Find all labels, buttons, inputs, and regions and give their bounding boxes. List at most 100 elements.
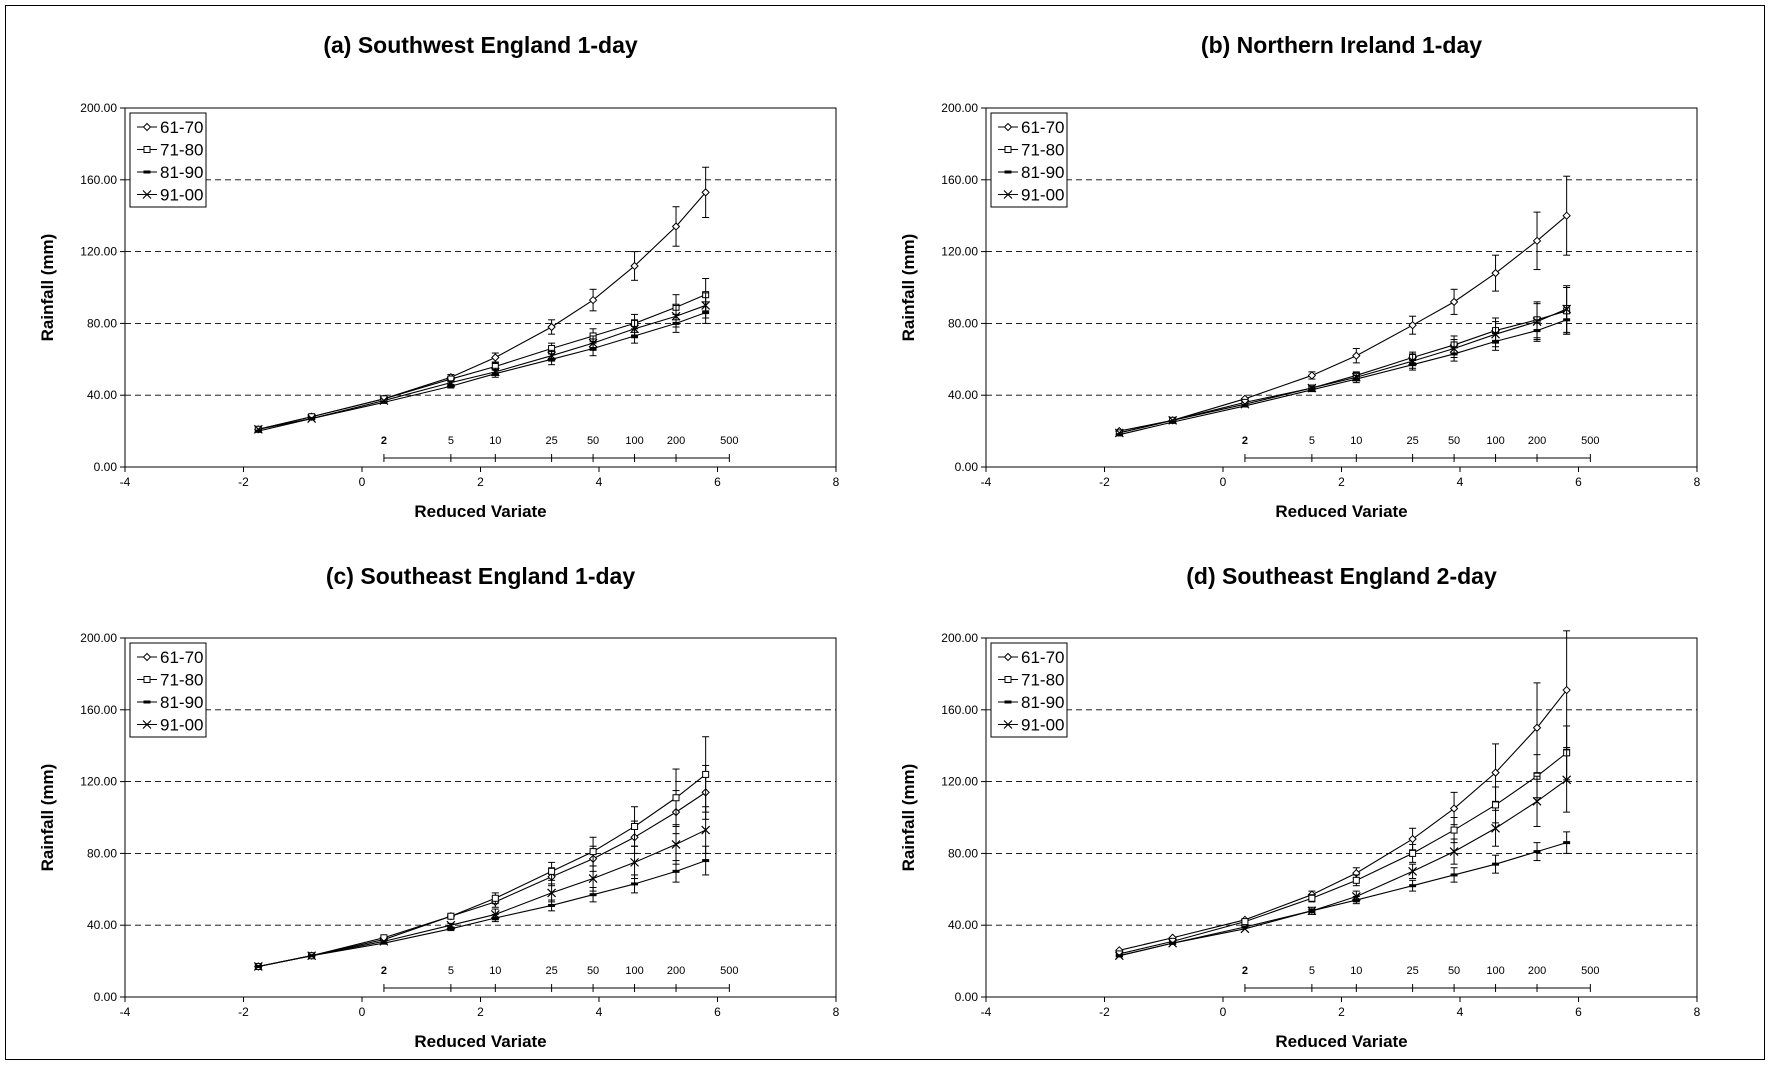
data-point — [1449, 847, 1459, 857]
y-axis-label: Rainfall (mm) — [38, 764, 57, 872]
data-point — [630, 261, 639, 271]
legend-label: 91-00 — [1021, 716, 1064, 735]
data-point — [1491, 329, 1500, 339]
data-point — [589, 848, 597, 856]
y-tick-label: 200.00 — [80, 101, 117, 115]
data-point — [1449, 804, 1459, 813]
data-point — [588, 874, 598, 883]
data-point — [1562, 775, 1572, 785]
return-period-label: 25 — [1406, 435, 1418, 447]
y-tick-label: 0.00 — [94, 990, 118, 1004]
x-tick-label: -4 — [120, 1005, 131, 1019]
chart-title: (b) Northern Ireland 1-day — [1201, 32, 1482, 58]
y-tick-label: 160.00 — [941, 173, 978, 187]
return-period-label: 5 — [448, 965, 454, 977]
data-point — [446, 378, 456, 388]
legend-label: 61-70 — [160, 118, 203, 137]
data-point — [547, 888, 557, 898]
data-point — [490, 367, 500, 377]
x-tick-label: 2 — [1338, 1005, 1345, 1019]
y-tick-label: 160.00 — [80, 703, 117, 717]
data-point — [253, 962, 263, 971]
data-point — [491, 353, 500, 362]
chart-panel-d: (d) Southeast England 2-day 0.00 40.00 80.0… — [899, 563, 1701, 1051]
return-period-label: 25 — [1406, 965, 1418, 977]
data-point — [701, 825, 711, 835]
data-point — [143, 146, 151, 153]
x-tick-label: 6 — [1575, 475, 1582, 489]
series-line — [258, 192, 707, 430]
series-line — [1119, 689, 1568, 951]
y-tick-label: 80.00 — [87, 316, 117, 330]
chart-panel-c: (c) Southeast England 1-day 0.00 40.00 80.0… — [38, 563, 840, 1051]
series-61-70 — [1115, 630, 1571, 955]
series-81-90 — [1115, 304, 1571, 437]
data-point — [1409, 849, 1417, 857]
series-81-90 — [1115, 831, 1571, 958]
legend-label: 91-00 — [160, 716, 203, 735]
return-period-label: 25 — [545, 965, 557, 977]
series-line — [258, 304, 706, 430]
data-point — [143, 676, 151, 683]
data-point — [447, 912, 455, 920]
data-point — [1004, 676, 1012, 683]
x-tick-label: 4 — [596, 1005, 603, 1019]
data-point — [1114, 428, 1124, 438]
plot-area — [985, 637, 1698, 998]
data-point — [491, 894, 499, 902]
legend-box — [990, 642, 1068, 738]
series-line — [258, 312, 706, 432]
legend-label: 61-70 — [1021, 118, 1064, 137]
data-point — [1449, 344, 1459, 353]
series-line — [1119, 319, 1567, 436]
series-61-70 — [254, 764, 710, 971]
legend-label: 71-80 — [160, 671, 203, 690]
x-axis-label: Reduced Variate — [1275, 1032, 1407, 1051]
data-point — [1532, 796, 1542, 806]
data-point — [548, 867, 556, 875]
plot-area — [985, 107, 1698, 468]
x-tick-label: -4 — [981, 1005, 992, 1019]
legend: 61-70 71-80 81-90 91-00 — [990, 112, 1068, 208]
x-tick-label: 4 — [596, 475, 603, 489]
return-period-label: 5 — [448, 435, 454, 447]
x-tick-label: 2 — [477, 475, 484, 489]
return-period-label: 2 — [381, 435, 387, 447]
series-line — [258, 791, 706, 968]
x-tick-label: 0 — [359, 1005, 366, 1019]
data-point — [671, 840, 681, 849]
return-period-label: 100 — [1486, 965, 1504, 977]
return-period-label: 50 — [1448, 965, 1460, 977]
return-period-label: 2 — [381, 965, 387, 977]
data-point — [1408, 866, 1418, 876]
return-period-label: 2 — [1242, 965, 1248, 977]
y-tick-label: 80.00 — [948, 316, 978, 330]
data-point — [446, 920, 456, 930]
y-tick-label: 120.00 — [941, 245, 978, 259]
data-point — [1532, 723, 1542, 732]
data-point — [1352, 876, 1360, 884]
data-point — [588, 295, 598, 305]
y-tick-label: 40.00 — [87, 388, 117, 402]
legend: 61-70 71-80 81-90 91-00 — [990, 642, 1068, 738]
series-line — [1119, 842, 1567, 957]
data-point — [1307, 906, 1317, 916]
legend-label: 81-90 — [160, 693, 203, 712]
data-point — [701, 301, 711, 310]
series-71-80 — [254, 278, 710, 433]
series-71-80 — [1115, 725, 1571, 958]
return-period-label: 5 — [1309, 965, 1315, 977]
chart-title: (c) Southeast England 1-day — [326, 563, 635, 589]
y-axis-label: Rainfall (mm) — [899, 764, 918, 872]
data-point — [1491, 823, 1500, 833]
legend-label: 81-90 — [1021, 163, 1064, 182]
return-period-label: 200 — [667, 965, 685, 977]
data-point — [142, 720, 152, 729]
x-tick-label: 8 — [1694, 1005, 1701, 1019]
series-line — [1119, 752, 1567, 955]
y-tick-label: 40.00 — [87, 918, 117, 932]
data-point — [547, 351, 557, 361]
y-tick-label: 40.00 — [948, 918, 978, 932]
y-tick-label: 120.00 — [80, 245, 117, 259]
